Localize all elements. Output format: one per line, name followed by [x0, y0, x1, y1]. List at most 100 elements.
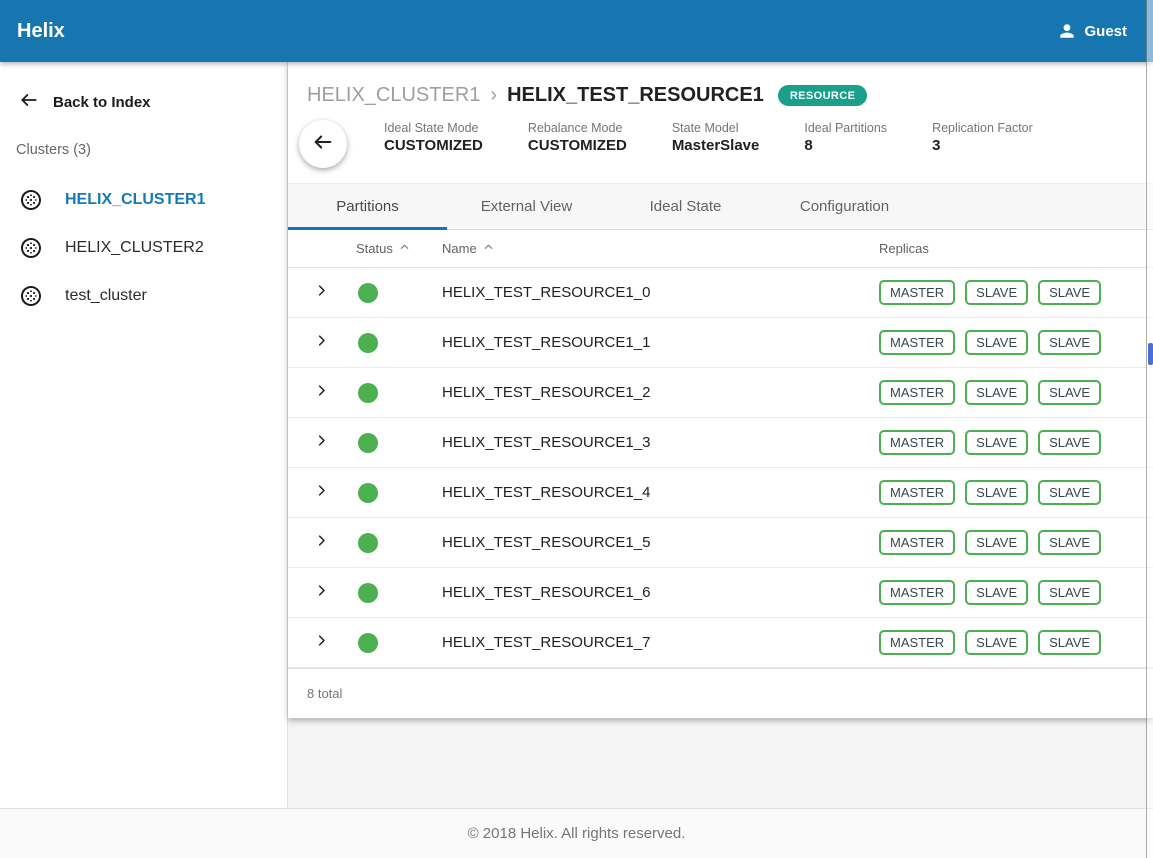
app-logo[interactable]: Helix [17, 19, 65, 42]
resource-info-item: Replication Factor 3 [932, 121, 1033, 154]
info-label: Rebalance Mode [527, 121, 623, 135]
user-menu[interactable]: Guest [1058, 22, 1127, 40]
status-healthy-icon [358, 382, 378, 403]
info-label: Replication Factor [932, 121, 1033, 135]
resource-info-item: Rebalance Mode CUSTOMIZED [528, 121, 627, 154]
replica-chip: MASTER [879, 580, 956, 606]
status-cell [346, 382, 398, 403]
partition-row[interactable]: HELIX_TEST_RESOURCE1_3 MASTER SLAVE SLAV… [288, 418, 1153, 469]
resource-badge: RESOURCE [777, 85, 868, 106]
page-title: HELIX_TEST_RESOURCE1 [507, 84, 764, 106]
status-cell [346, 282, 398, 303]
replica-chips: MASTER SLAVE SLAVE [879, 580, 1153, 606]
tab-label: Partitions [336, 197, 399, 215]
sidebar-item-cluster[interactable]: test_cluster [0, 272, 287, 320]
blur-circular-icon [19, 236, 43, 260]
sidebar-item-label: test_cluster [65, 287, 147, 304]
chevron-up-icon [483, 241, 494, 256]
sidebar-item-label: HELIX_CLUSTER2 [65, 239, 204, 256]
back-to-index-label: Back to Index [53, 93, 151, 111]
expand-row-button[interactable] [288, 333, 346, 352]
expand-row-button[interactable] [288, 283, 346, 302]
partition-row[interactable]: HELIX_TEST_RESOURCE1_2 MASTER SLAVE SLAV… [288, 368, 1153, 419]
tab-label: External View [480, 197, 573, 215]
copyright-text: © 2018 Helix. All rights reserved. [467, 825, 686, 842]
partition-row[interactable]: HELIX_TEST_RESOURCE1_4 MASTER SLAVE SLAV… [288, 468, 1153, 519]
arrow-left-icon [19, 90, 39, 114]
replica-chip: SLAVE [965, 480, 1029, 506]
vertical-scrollbar[interactable] [1146, 0, 1153, 858]
page-footer: © 2018 Helix. All rights reserved. [0, 808, 1153, 858]
sidebar: Back to Index Clusters (3) HELIX_CLUSTER… [0, 62, 288, 808]
replica-chip: SLAVE [1038, 630, 1102, 656]
replica-chip: MASTER [879, 480, 956, 506]
status-healthy-icon [358, 582, 378, 603]
back-button[interactable] [299, 120, 347, 168]
resource-info-item: State Model MasterSlave [672, 121, 760, 154]
tab[interactable]: Partitions [288, 184, 447, 230]
user-name: Guest [1084, 22, 1127, 40]
expand-row-button[interactable] [288, 583, 346, 602]
tab[interactable]: Ideal State [606, 184, 765, 229]
expand-row-button[interactable] [288, 483, 346, 502]
replica-chip: SLAVE [1038, 430, 1102, 456]
info-value: 3 [932, 137, 941, 154]
replica-chips: MASTER SLAVE SLAVE [879, 430, 1153, 456]
partition-name: HELIX_TEST_RESOURCE1_3 [442, 434, 651, 452]
status-healthy-icon [358, 282, 378, 303]
main-content: HELIX_CLUSTER1 › HELIX_TEST_RESOURCE1 RE… [288, 62, 1153, 808]
replica-chips: MASTER SLAVE SLAVE [879, 380, 1153, 406]
column-header-replicas: Replicas [879, 241, 929, 257]
replica-chip: SLAVE [965, 630, 1029, 656]
replica-chip: MASTER [879, 630, 956, 656]
status-cell [346, 482, 398, 503]
breadcrumb-cluster-link[interactable]: HELIX_CLUSTER1 [307, 84, 481, 106]
expand-row-button[interactable] [288, 433, 346, 452]
breadcrumb-separator: › [490, 84, 498, 106]
column-header-name[interactable]: Name [398, 241, 879, 256]
tab-bar: Partitions External View Ideal State Con… [288, 183, 1153, 230]
resource-info-row: Ideal State Mode CUSTOMIZED Rebalance Mo… [299, 120, 1134, 183]
replica-chip: MASTER [879, 330, 956, 356]
expand-row-button[interactable] [288, 533, 346, 552]
resource-header: HELIX_CLUSTER1 › HELIX_TEST_RESOURCE1 RE… [288, 62, 1153, 183]
replica-chips: MASTER SLAVE SLAVE [879, 630, 1153, 656]
replica-chip: SLAVE [1038, 380, 1102, 406]
replica-chip: SLAVE [965, 430, 1029, 456]
partition-name: HELIX_TEST_RESOURCE1_5 [442, 534, 651, 552]
expand-row-button[interactable] [288, 633, 346, 652]
replica-chip: MASTER [879, 380, 956, 406]
partition-row[interactable]: HELIX_TEST_RESOURCE1_0 MASTER SLAVE SLAV… [288, 268, 1153, 319]
partition-name: HELIX_TEST_RESOURCE1_7 [442, 634, 651, 652]
sidebar-item-cluster[interactable]: HELIX_CLUSTER2 [0, 224, 287, 272]
sidebar-item-cluster[interactable]: HELIX_CLUSTER1 [0, 176, 287, 224]
partition-row[interactable]: HELIX_TEST_RESOURCE1_7 MASTER SLAVE SLAV… [288, 618, 1153, 669]
chevron-right-icon [314, 433, 329, 452]
scrollbar-thumb[interactable] [1148, 343, 1153, 365]
back-to-index-link[interactable]: Back to Index [0, 62, 287, 114]
clusters-section-label: Clusters (3) [16, 142, 91, 158]
resource-info-item: Ideal State Mode CUSTOMIZED [384, 121, 483, 154]
partition-row[interactable]: HELIX_TEST_RESOURCE1_6 MASTER SLAVE SLAV… [288, 568, 1153, 619]
chevron-right-icon [314, 333, 329, 352]
total-count: 8 total [307, 686, 343, 702]
partition-row[interactable]: HELIX_TEST_RESOURCE1_1 MASTER SLAVE SLAV… [288, 318, 1153, 369]
status-healthy-icon [358, 332, 378, 353]
resource-card: HELIX_CLUSTER1 › HELIX_TEST_RESOURCE1 RE… [288, 62, 1153, 718]
info-label: Ideal Partitions [804, 121, 888, 135]
tab[interactable]: Configuration [765, 184, 924, 229]
tab[interactable]: External View [447, 184, 606, 229]
status-healthy-icon [358, 632, 378, 653]
expand-row-button[interactable] [288, 383, 346, 402]
replica-chip: SLAVE [1038, 530, 1102, 556]
chevron-right-icon [314, 383, 329, 402]
partition-row[interactable]: HELIX_TEST_RESOURCE1_5 MASTER SLAVE SLAV… [288, 518, 1153, 569]
replica-chip: SLAVE [1038, 280, 1102, 306]
info-value: CUSTOMIZED [527, 137, 627, 154]
partition-table-header: Status Name Replicas [288, 230, 1153, 269]
status-cell [346, 432, 398, 453]
column-header-status[interactable]: Status [346, 241, 409, 256]
resource-info-items: Ideal State Mode CUSTOMIZED Rebalance Mo… [384, 121, 1033, 154]
chevron-right-icon [314, 483, 329, 502]
